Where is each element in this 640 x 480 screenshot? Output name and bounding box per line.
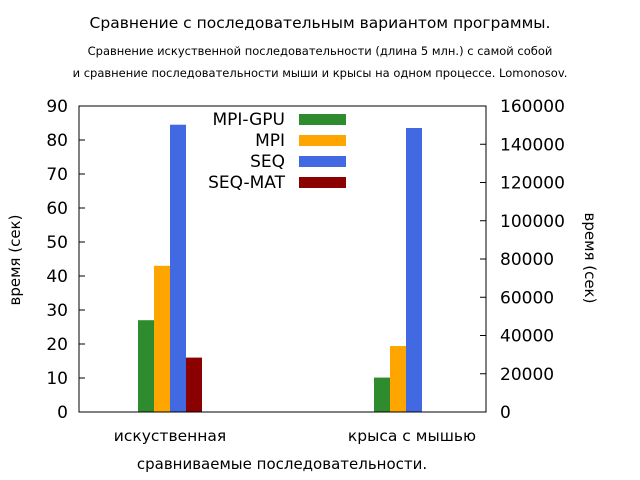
y-tick-label-right: 0 — [500, 403, 511, 423]
y-tick-label-left: 20 — [46, 335, 68, 355]
y-tick-label-right: 100000 — [500, 212, 565, 232]
y-tick-label-left: 0 — [57, 403, 68, 423]
legend-swatch — [299, 156, 346, 167]
legend-label: MPI — [255, 131, 285, 151]
bar-seq — [170, 124, 186, 412]
y-tick-label-left: 10 — [46, 369, 68, 389]
y-tick-label-left: 40 — [46, 267, 68, 287]
x-tick-label: искуственная — [114, 427, 226, 445]
legend-swatch — [299, 135, 346, 146]
y-tick-label-right: 80000 — [500, 250, 554, 270]
y-tick-label-right: 40000 — [500, 327, 554, 347]
legend-swatch — [299, 114, 346, 125]
bar-mpi-gpu — [374, 377, 390, 412]
y-tick-label-right: 160000 — [500, 97, 565, 117]
bar-mpi — [154, 265, 170, 412]
chart-title: Сравнение с последовательным вариантом п… — [89, 14, 551, 32]
chart-subtitle-line-2: и сравнение последовательности мыши и кр… — [72, 66, 568, 80]
legend-label: SEQ-MAT — [208, 173, 285, 193]
bar-mpi-gpu — [138, 320, 154, 412]
legend-label: MPI-GPU — [212, 110, 285, 130]
y-tick-label-left: 60 — [46, 199, 68, 219]
y-tick-label-left: 80 — [46, 131, 68, 151]
y-axis-label-right: время (сек) — [581, 212, 599, 304]
bar-seq — [406, 127, 422, 413]
y-tick-label-left: 30 — [46, 301, 68, 321]
legend-swatch — [299, 177, 346, 188]
legend-label: SEQ — [250, 152, 285, 172]
bar-seq-mat — [186, 357, 202, 412]
x-axis-label: сравниваемые последовательности. — [136, 455, 428, 473]
y-tick-label-right: 20000 — [500, 365, 554, 385]
bar-mpi — [390, 346, 406, 412]
y-tick-label-right: 140000 — [500, 135, 565, 155]
x-tick-label: крыса с мышью — [348, 427, 476, 445]
y-tick-label-left: 70 — [46, 165, 68, 185]
y-tick-label-left: 50 — [46, 233, 68, 253]
y-tick-label-right: 60000 — [500, 288, 554, 308]
y-tick-label-right: 120000 — [500, 174, 565, 194]
y-tick-label-left: 90 — [46, 97, 68, 117]
chart-subtitle-line-1: Сравнение искуственной последовательност… — [87, 44, 553, 58]
y-axis-label-left: время (сек) — [6, 214, 24, 306]
